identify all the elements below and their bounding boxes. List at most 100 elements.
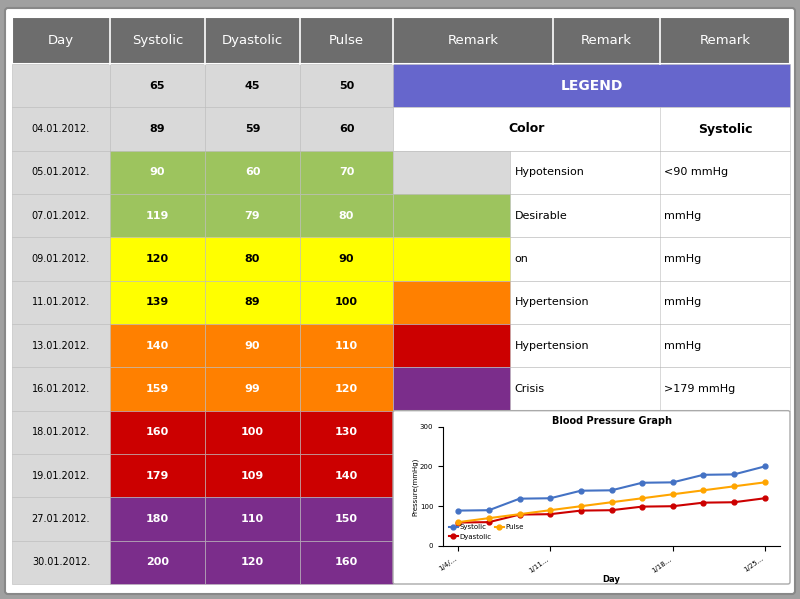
Text: 13.01.2012.: 13.01.2012. [32, 341, 90, 350]
Bar [393, 151, 510, 194]
Pulse [730, 483, 739, 490]
Pulse [484, 515, 494, 522]
Bar [110, 194, 205, 237]
Text: Remark: Remark [699, 34, 750, 47]
Bar [393, 194, 510, 237]
Line: Systolic: Systolic [456, 464, 767, 513]
Text: 160: 160 [335, 557, 358, 567]
Systolic [760, 463, 770, 470]
Title: Blood Pressure Graph: Blood Pressure Graph [551, 416, 671, 426]
Bar [300, 194, 393, 237]
Text: 90: 90 [338, 254, 354, 264]
Text: 200: 200 [146, 557, 169, 567]
Text: 11.01.2012.: 11.01.2012. [32, 297, 90, 307]
Text: mmHg: mmHg [664, 211, 702, 220]
Text: Remark: Remark [581, 34, 632, 47]
Bar [393, 194, 790, 237]
Text: 45: 45 [245, 81, 260, 90]
Bar [12, 151, 110, 194]
Bar [393, 324, 790, 367]
Text: mmHg: mmHg [664, 297, 702, 307]
Dyastolic [638, 503, 647, 510]
Pulse [576, 503, 586, 510]
Text: 160: 160 [146, 427, 169, 437]
Text: 89: 89 [150, 124, 166, 134]
Bar [12, 107, 110, 151]
Text: 05.01.2012.: 05.01.2012. [32, 167, 90, 177]
Bar [205, 454, 300, 497]
Bar [393, 237, 790, 281]
Bar [205, 107, 300, 151]
Bar [300, 107, 393, 151]
Bar [393, 107, 790, 151]
Bar [205, 367, 300, 411]
Bar [12, 17, 790, 64]
Text: on: on [514, 254, 528, 264]
Text: 140: 140 [335, 471, 358, 480]
Bar [12, 237, 110, 281]
Text: Dyastolic: Dyastolic [222, 34, 283, 47]
Bar [12, 541, 110, 584]
Bar [300, 454, 393, 497]
Text: <90 mmHg: <90 mmHg [664, 167, 728, 177]
Text: mmHg: mmHg [664, 254, 702, 264]
Bar [393, 324, 510, 367]
Text: 04.01.2012.: 04.01.2012. [32, 124, 90, 134]
Bar [300, 281, 393, 324]
Bar [393, 237, 510, 281]
Text: 80: 80 [245, 254, 260, 264]
Text: 90: 90 [245, 341, 260, 350]
Text: 09.01.2012.: 09.01.2012. [32, 254, 90, 264]
FancyBboxPatch shape [5, 8, 795, 594]
Bar [110, 237, 205, 281]
Bar [110, 411, 205, 454]
Text: 180: 180 [146, 514, 169, 524]
Pulse [638, 495, 647, 502]
X-axis label: Day: Day [602, 575, 621, 584]
Bar [300, 151, 393, 194]
Text: 120: 120 [335, 384, 358, 394]
Text: 80: 80 [339, 211, 354, 220]
Pulse [546, 507, 555, 514]
Bar [110, 64, 205, 107]
Text: 99: 99 [245, 384, 260, 394]
Systolic [514, 495, 524, 502]
Systolic [454, 507, 463, 514]
Systolic [730, 471, 739, 478]
Text: 65: 65 [150, 81, 166, 90]
Pulse [698, 487, 708, 494]
Dyastolic [454, 519, 463, 526]
Text: Hypertension: Hypertension [514, 341, 589, 350]
Text: 19.01.2012.: 19.01.2012. [32, 471, 90, 480]
Bar [12, 194, 110, 237]
Bar [300, 367, 393, 411]
Systolic [698, 471, 708, 479]
Text: Pulse: Pulse [329, 34, 364, 47]
Text: 60: 60 [338, 124, 354, 134]
Text: 140: 140 [146, 341, 169, 350]
Dyastolic [514, 511, 524, 518]
FancyBboxPatch shape [393, 411, 790, 584]
Bar [205, 281, 300, 324]
Bar [205, 411, 300, 454]
Bar [300, 541, 393, 584]
Y-axis label: Pressure(mmHg): Pressure(mmHg) [412, 457, 418, 516]
Bar [300, 237, 393, 281]
Bar [205, 151, 300, 194]
Text: 27.01.2012.: 27.01.2012. [32, 514, 90, 524]
Bar [393, 281, 510, 324]
Systolic [606, 487, 616, 494]
Systolic [546, 495, 555, 502]
Bar [205, 324, 300, 367]
Text: Systolic: Systolic [132, 34, 183, 47]
Bar [393, 64, 790, 107]
Text: Remark: Remark [447, 34, 498, 47]
Dyastolic [576, 507, 586, 514]
Pulse [454, 519, 463, 526]
Bar [393, 281, 790, 324]
Text: 100: 100 [241, 427, 264, 437]
Bar [110, 454, 205, 497]
Text: >179 mmHg: >179 mmHg [664, 384, 735, 394]
Systolic [668, 479, 678, 486]
Pulse [606, 498, 616, 506]
